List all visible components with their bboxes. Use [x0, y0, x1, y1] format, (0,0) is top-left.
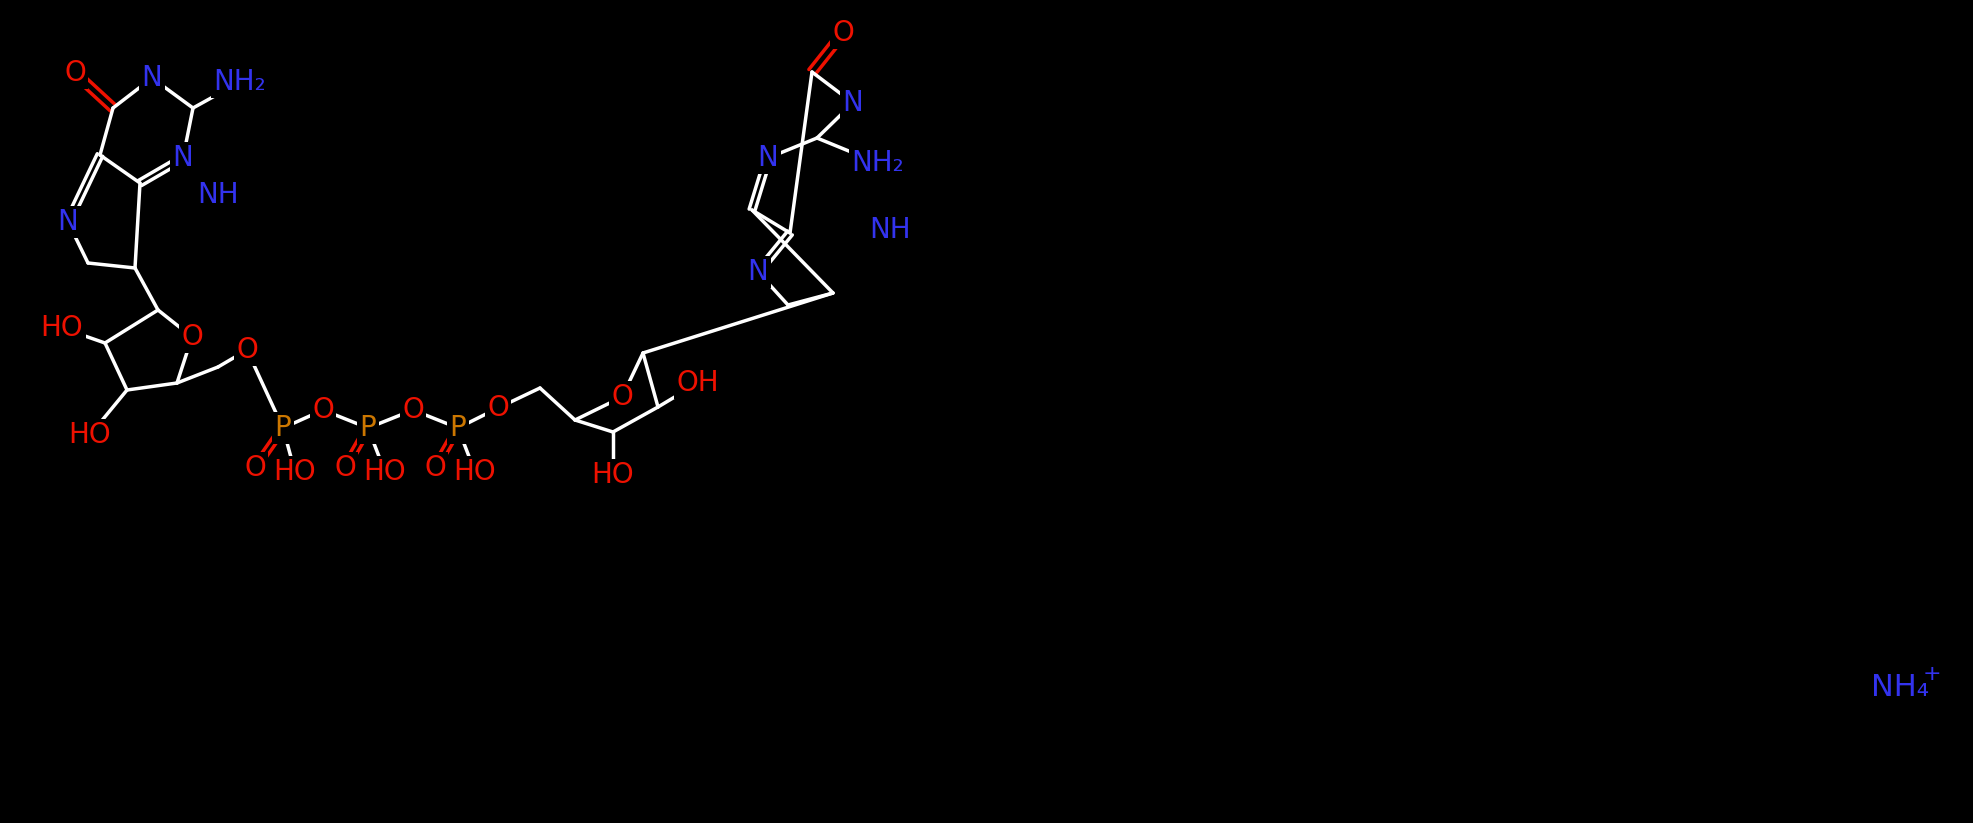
Text: O: O — [333, 454, 355, 482]
Text: O: O — [182, 323, 203, 351]
Text: HO: HO — [363, 458, 406, 486]
Text: O: O — [312, 396, 333, 424]
Text: P: P — [450, 414, 466, 442]
Text: NH₂: NH₂ — [213, 68, 266, 96]
Text: +: + — [1922, 664, 1941, 684]
Text: HO: HO — [69, 421, 110, 449]
Text: NH: NH — [197, 181, 239, 209]
Text: OH: OH — [677, 369, 720, 397]
Text: N: N — [758, 144, 779, 172]
Text: O: O — [402, 396, 424, 424]
Text: O: O — [612, 383, 633, 411]
Text: HO: HO — [454, 458, 497, 486]
Text: O: O — [237, 336, 258, 364]
Text: HO: HO — [592, 461, 633, 489]
Text: P: P — [359, 414, 377, 442]
Text: NH: NH — [870, 216, 912, 244]
Text: O: O — [65, 59, 87, 87]
Text: P: P — [274, 414, 292, 442]
Text: NH₄: NH₄ — [1870, 673, 1930, 703]
Text: O: O — [245, 454, 266, 482]
Text: N: N — [842, 89, 864, 117]
Text: N: N — [172, 144, 193, 172]
Text: NH₂: NH₂ — [852, 149, 904, 177]
Text: O: O — [487, 394, 509, 422]
Text: O: O — [833, 19, 854, 47]
Text: N: N — [142, 64, 162, 92]
Text: N: N — [57, 208, 79, 236]
Text: N: N — [748, 258, 767, 286]
Text: O: O — [424, 454, 446, 482]
Text: HO: HO — [41, 314, 83, 342]
Text: HO: HO — [274, 458, 316, 486]
